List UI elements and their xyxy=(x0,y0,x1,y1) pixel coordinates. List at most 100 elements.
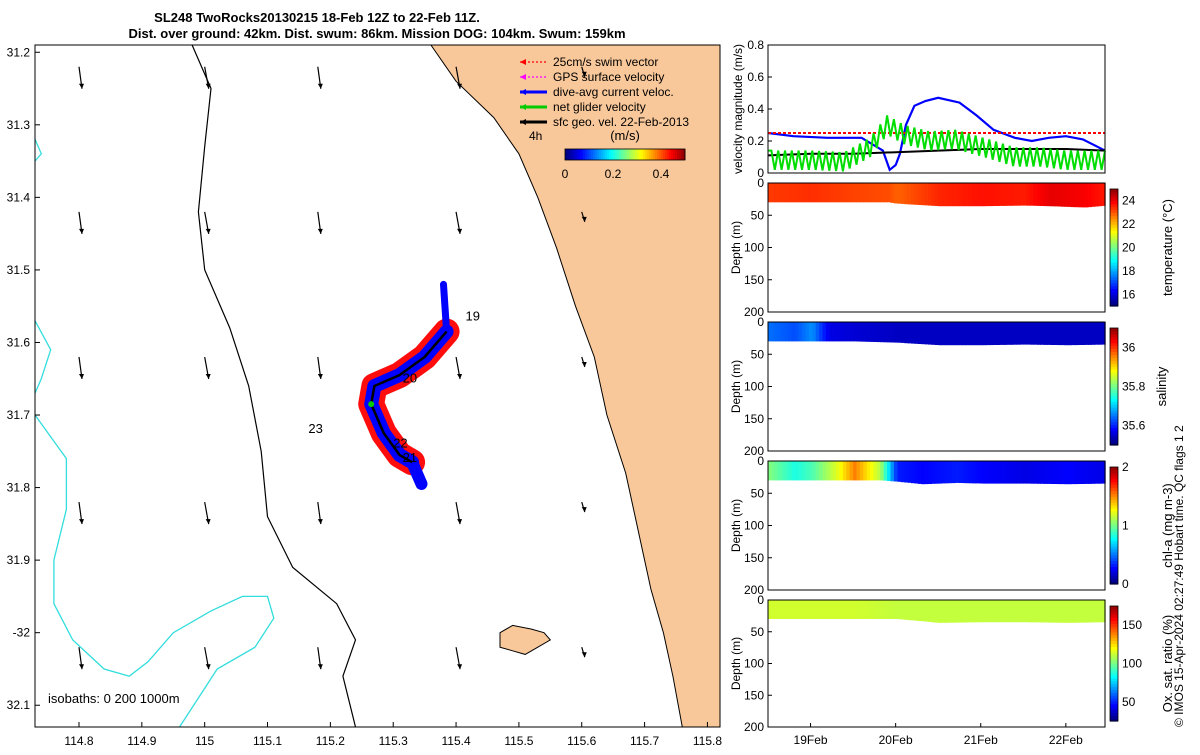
map-colorbar-segment xyxy=(611,149,614,160)
chla-data-cell xyxy=(938,461,943,484)
geo-velocity-arrowhead xyxy=(317,519,323,525)
map-colorbar-segment xyxy=(621,149,624,160)
chla-data-cell xyxy=(873,461,878,481)
salinity-colorbar-segment xyxy=(1110,363,1118,367)
map-colorbar-tick: 0.4 xyxy=(653,167,670,181)
oxygen-colorbar-segment xyxy=(1110,680,1118,685)
map-colorbar-segment xyxy=(617,149,620,160)
oxygen-data-cell xyxy=(1023,600,1028,623)
temperature-data-cell xyxy=(924,183,929,206)
map-colorbar-segment xyxy=(585,149,588,160)
oxygen-y-tick-label: 100 xyxy=(744,657,764,671)
geo-velocity-arrowhead xyxy=(205,664,211,670)
velocity-y-tick-label: 0.6 xyxy=(747,70,764,84)
temperature-data-cell xyxy=(1074,183,1079,208)
temperature-colorbar-tick: 24 xyxy=(1122,194,1136,208)
chla-data-cell xyxy=(788,461,793,481)
map-colorbar-segment xyxy=(601,149,604,160)
chla-data-cell xyxy=(1077,461,1082,484)
chla-data-cell xyxy=(897,461,902,482)
chla-data-cell xyxy=(815,461,820,481)
temperature-colorbar-segment xyxy=(1110,253,1118,257)
chla-colorbar-segment xyxy=(1110,467,1118,471)
salinity-colorbar-segment xyxy=(1110,389,1118,393)
oxygen-data-cell xyxy=(968,600,973,623)
salinity-colorbar-segment xyxy=(1110,380,1118,385)
chla-data-cell xyxy=(836,461,841,481)
map-colorbar-segment xyxy=(675,149,678,160)
salinity-data-cell xyxy=(819,322,824,342)
legend-item-label: net glider velocity xyxy=(553,100,646,114)
temperature-colorbar-segment xyxy=(1110,262,1118,266)
chla-data-cell xyxy=(955,461,960,483)
chla-colorbar-segment xyxy=(1110,469,1118,474)
temperature-data-cell xyxy=(1033,183,1038,206)
salinity-data-cell xyxy=(958,322,963,346)
oxygen-data-cell xyxy=(866,600,871,619)
salinity-data-cell xyxy=(778,322,783,342)
isobath-1000m xyxy=(35,414,275,727)
map-colorbar-segment xyxy=(573,149,576,160)
oxygen-data-cell xyxy=(1033,600,1038,623)
salinity-data-cell xyxy=(948,322,953,346)
salinity-data-cell xyxy=(1084,322,1089,345)
chla-data-cell xyxy=(785,461,789,481)
oxygen-data-cell xyxy=(839,600,844,619)
salinity-colorbar-segment xyxy=(1110,348,1118,352)
chla-data-cell xyxy=(907,461,912,483)
oxygen-colorbar-segment xyxy=(1110,626,1118,630)
oxygen-y-tick-label: 200 xyxy=(744,720,764,734)
salinity-data-cell xyxy=(911,322,915,344)
salinity-data-cell xyxy=(870,322,875,342)
temperature-data-cell xyxy=(975,183,980,207)
salinity-data-cell xyxy=(853,322,858,342)
chla-data-cell xyxy=(975,461,980,484)
chla-data-cell xyxy=(945,461,949,484)
chla-data-cell xyxy=(1016,461,1021,484)
oxygen-data-cell xyxy=(989,600,994,623)
oxygen-data-cell xyxy=(768,600,772,619)
chla-data-cell xyxy=(825,461,830,481)
oxygen-colorbar-segment xyxy=(1110,649,1118,653)
oxygen-data-cell xyxy=(1002,600,1007,623)
oxygen-colorbar-segment xyxy=(1110,703,1118,708)
salinity-data-cell xyxy=(1023,322,1028,345)
temperature-data-cell xyxy=(774,183,779,203)
chla-data-cell xyxy=(808,461,813,481)
temperature-data-cell xyxy=(989,183,994,207)
salinity-panel: 0 50 100 150 200 Depth (m) 36 35.8 35.6 salinity xyxy=(729,315,1169,458)
temperature-colorbar-segment xyxy=(1110,221,1118,225)
geo-velocity-arrowhead xyxy=(205,83,211,89)
chla-data-cell xyxy=(1002,461,1007,484)
chla-data-cell xyxy=(832,461,837,481)
chla-colorbar-segment xyxy=(1110,522,1118,527)
temperature-colorbar-segment xyxy=(1110,197,1118,202)
chla-data-cell xyxy=(822,461,827,481)
chla-data-cell xyxy=(1023,461,1028,484)
dive-avg-current-swath xyxy=(406,456,428,490)
legend-arrowhead xyxy=(520,74,526,80)
map-colorbar-segment xyxy=(599,149,602,160)
temperature-data-cell xyxy=(1053,183,1058,207)
salinity-data-cell xyxy=(945,322,949,346)
oxygen-colorbar-segment xyxy=(1110,698,1118,702)
map-colorbar-segment xyxy=(619,149,622,160)
salinity-data-cell xyxy=(1098,322,1103,345)
oxygen-y-axis-label: Depth (m) xyxy=(729,637,743,690)
oxygen-data-cell xyxy=(791,600,796,619)
chla-data-cell xyxy=(859,461,864,481)
chla-data-cell xyxy=(866,461,871,481)
temperature-colorbar-segment xyxy=(1110,189,1118,193)
chla-colorbar-segment xyxy=(1110,502,1118,506)
map-colorbar-segment xyxy=(681,149,684,160)
salinity-data-cell xyxy=(1088,322,1092,345)
oxygen-data-cell xyxy=(785,600,789,619)
legend-arrowhead xyxy=(520,104,526,110)
map-colorbar-segment xyxy=(637,149,640,160)
oxygen-data-cell xyxy=(945,600,949,623)
temperature-y-axis-label: Depth (m) xyxy=(729,221,743,274)
chla-colorbar-segment xyxy=(1110,548,1118,553)
chla-data-cell xyxy=(989,461,994,484)
chla-data-cell xyxy=(829,461,834,481)
